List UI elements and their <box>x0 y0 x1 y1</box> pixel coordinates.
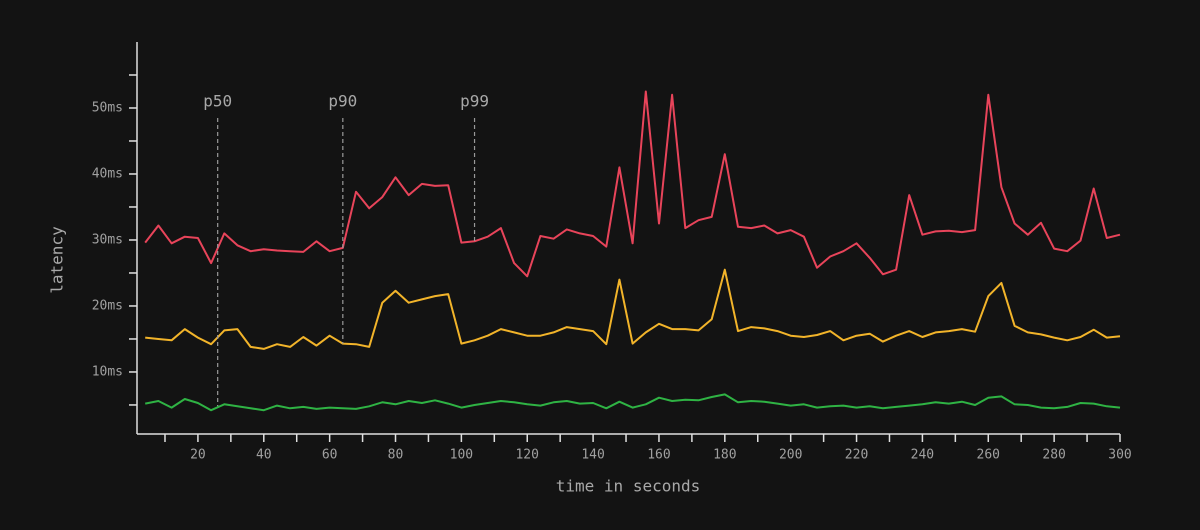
x-tick-label: 120 <box>515 448 538 463</box>
annotation-label: p50 <box>203 92 232 111</box>
x-tick-label: 160 <box>647 448 670 463</box>
y-tick-label: 20ms <box>92 298 123 313</box>
x-tick-label: 300 <box>1108 448 1131 463</box>
x-tick-label: 200 <box>779 448 802 463</box>
series-line <box>144 90 1121 278</box>
x-tick-label: 220 <box>845 448 868 463</box>
annotation-label: p99 <box>460 92 489 111</box>
y-axis-title: latency <box>48 226 67 294</box>
x-tick-label: 280 <box>1042 448 1065 463</box>
y-tick-label: 40ms <box>92 166 123 181</box>
x-tick-label: 140 <box>581 448 604 463</box>
x-tick-label: 80 <box>388 448 404 463</box>
x-tick-label: 180 <box>713 448 736 463</box>
series-line <box>145 268 1121 350</box>
y-tick-label: 50ms <box>92 100 123 115</box>
x-tick-label: 260 <box>977 448 1000 463</box>
y-tick-label: 10ms <box>92 364 123 379</box>
x-axis-title: time in seconds <box>556 477 701 496</box>
x-tick-label: 40 <box>256 448 272 463</box>
x-tick-label: 60 <box>322 448 338 463</box>
series-line <box>145 393 1121 412</box>
x-tick-label: 20 <box>190 448 206 463</box>
x-tick-label: 240 <box>911 448 934 463</box>
y-tick-label: 30ms <box>92 232 123 247</box>
x-tick-label: 100 <box>450 448 473 463</box>
annotation-label: p90 <box>328 92 357 111</box>
